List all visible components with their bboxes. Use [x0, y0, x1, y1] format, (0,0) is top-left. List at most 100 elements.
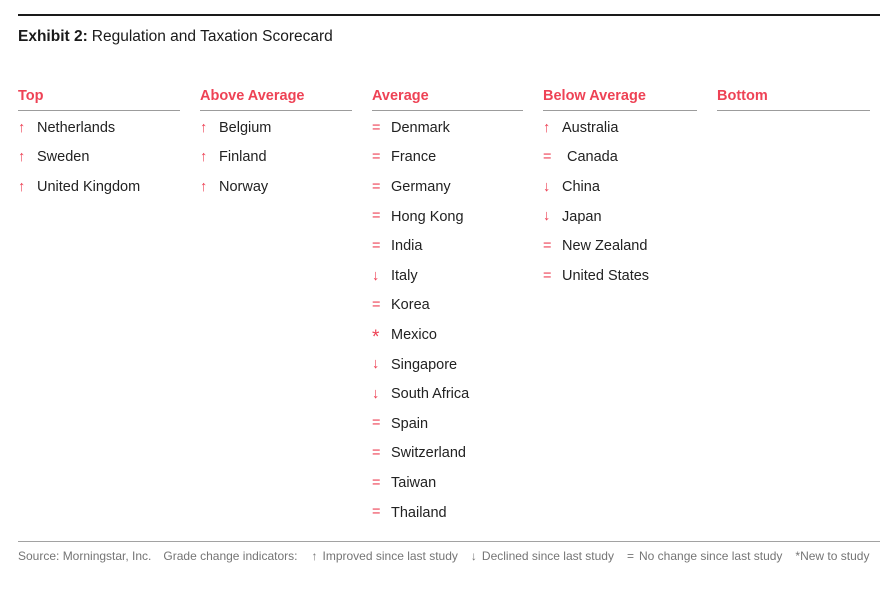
column-header: Bottom	[717, 88, 870, 111]
column-entries: ↑ Australia = Canada ↓ China ↓ Japan = New Zealan…	[543, 113, 697, 291]
entry-row: ↑ Norway	[200, 172, 352, 202]
entry-row: ↓ South Africa	[372, 379, 523, 409]
legend-symbol: ↑	[311, 549, 318, 563]
country-name: Switzerland	[391, 445, 466, 462]
country-name: Italy	[391, 267, 418, 284]
column-entries: ↑ Belgium ↑ Finland ↑ Norway	[200, 113, 352, 202]
entry-row: = Switzerland	[372, 439, 523, 469]
indicator-improved-icon: ↑	[18, 119, 26, 136]
entry-row: * Mexico	[372, 320, 523, 350]
country-name: Korea	[391, 297, 430, 314]
legend-symbol: *	[795, 549, 801, 563]
indicator-new-icon: *	[372, 327, 380, 349]
entry-row: ↑ Belgium	[200, 113, 352, 143]
exhibit-name: Regulation and Taxation Scorecard	[91, 28, 333, 45]
legend-item: ↑ Improved since last study	[312, 549, 458, 563]
entry-row: = Thailand	[372, 498, 523, 528]
entry-row: = Spain	[372, 409, 523, 439]
column-header: Above Average	[200, 88, 352, 111]
entry-row: ↑ Netherlands	[18, 113, 180, 143]
country-name: Germany	[391, 178, 451, 195]
column-entries: ↑ Netherlands ↑ Sweden ↑ United Kingdom	[18, 113, 180, 202]
country-name: Taiwan	[391, 474, 437, 491]
country-name: Hong Kong	[391, 208, 464, 225]
country-name: Sweden	[37, 149, 90, 166]
country-name: Norway	[219, 178, 269, 195]
indicator-no-change-icon: =	[543, 267, 552, 284]
scorecard-column-bottom: Bottom	[717, 88, 870, 527]
country-name: Netherlands	[37, 119, 116, 136]
footer-line: Source: Morningstar, Inc. Grade change i…	[18, 549, 880, 563]
indicator-declined-icon: ↓	[543, 208, 551, 225]
entry-row: = Hong Kong	[372, 202, 523, 232]
indicator-improved-icon: ↑	[543, 119, 551, 136]
country-name: Finland	[219, 149, 267, 166]
column-entries: = Denmark = France = Germany = Hong Kong = India ↓…	[372, 113, 523, 527]
indicator-no-change-icon: =	[372, 445, 381, 462]
entry-row: ↓ China	[543, 172, 697, 202]
legend-symbol: ↓	[470, 549, 477, 563]
legend-item: *New to study	[795, 549, 869, 563]
indicator-no-change-icon: =	[372, 208, 381, 225]
country-name: Australia	[562, 119, 619, 136]
indicator-improved-icon: ↑	[200, 149, 208, 166]
indicator-no-change-icon: =	[372, 474, 381, 491]
indicator-no-change-icon: =	[543, 149, 552, 166]
indicator-no-change-icon: =	[372, 119, 381, 136]
legend-symbol: =	[626, 549, 634, 563]
country-name: Mexico	[391, 326, 437, 343]
entry-row: = France	[372, 143, 523, 173]
indicator-no-change-icon: =	[372, 297, 381, 314]
entry-row: ↑ Australia	[543, 113, 697, 143]
legend-text: No change since last study	[639, 549, 783, 563]
country-name: Japan	[562, 208, 602, 225]
country-name: Spain	[391, 415, 429, 432]
legend-item: = No change since last study	[627, 549, 782, 563]
column-header: Below Average	[543, 88, 697, 111]
indicator-declined-icon: ↓	[543, 178, 551, 195]
indicator-improved-icon: ↑	[18, 149, 26, 166]
indicator-no-change-icon: =	[372, 237, 381, 254]
exhibit-number: Exhibit 2:	[18, 28, 88, 45]
entry-row: = Taiwan	[372, 468, 523, 498]
footer-rule	[18, 541, 880, 542]
legend-text: New to study	[800, 549, 870, 563]
country-name: Canada	[567, 149, 618, 166]
indicator-no-change-icon: =	[372, 178, 381, 195]
entry-row: = Korea	[372, 291, 523, 321]
country-name: New Zealand	[562, 238, 648, 255]
indicator-no-change-icon: =	[372, 149, 381, 166]
footer: Source: Morningstar, Inc. Grade change i…	[18, 541, 880, 563]
legend: ↑ Improved since last study ↓ Declined sinc…	[312, 549, 883, 563]
indicator-improved-icon: ↑	[200, 119, 208, 136]
indicator-declined-icon: ↓	[372, 385, 380, 402]
indicator-declined-icon: ↓	[372, 356, 380, 373]
legend-label: Grade change indicators:	[163, 549, 298, 563]
country-name: United States	[562, 267, 650, 284]
scorecard-column-average: Average = Denmark = France = Germany = Hong Kong…	[372, 88, 523, 527]
scorecard-column-above-average: Above Average ↑ Belgium ↑ Finland ↑ Norway	[200, 88, 352, 527]
top-rule	[18, 14, 880, 16]
legend-item: ↓ Declined since last study	[471, 549, 614, 563]
entry-row: ↓ Singapore	[372, 350, 523, 380]
scorecard-column-top: Top ↑ Netherlands ↑ Sweden ↑ United Kingdom	[18, 88, 180, 527]
entry-row: ↓ Italy	[372, 261, 523, 291]
indicator-no-change-icon: =	[372, 415, 381, 432]
entry-row: ↑ United Kingdom	[18, 172, 180, 202]
country-name: Denmark	[391, 119, 450, 136]
entry-row: = Denmark	[372, 113, 523, 143]
entry-row: = India	[372, 231, 523, 261]
country-name: Belgium	[219, 119, 272, 136]
exhibit-title: Exhibit 2: Regulation and Taxation Scorec…	[18, 28, 333, 46]
legend-text: Improved since last study	[322, 549, 458, 563]
entry-row: = Canada	[543, 143, 697, 173]
source-text: Source: Morningstar, Inc.	[18, 549, 152, 563]
indicator-no-change-icon: =	[543, 237, 552, 254]
indicator-improved-icon: ↑	[18, 178, 26, 195]
column-header: Top	[18, 88, 180, 111]
column-header: Average	[372, 88, 523, 111]
country-name: Singapore	[391, 356, 458, 373]
country-name: United Kingdom	[37, 178, 141, 195]
entry-row: = New Zealand	[543, 231, 697, 261]
entry-row: ↑ Sweden	[18, 143, 180, 173]
